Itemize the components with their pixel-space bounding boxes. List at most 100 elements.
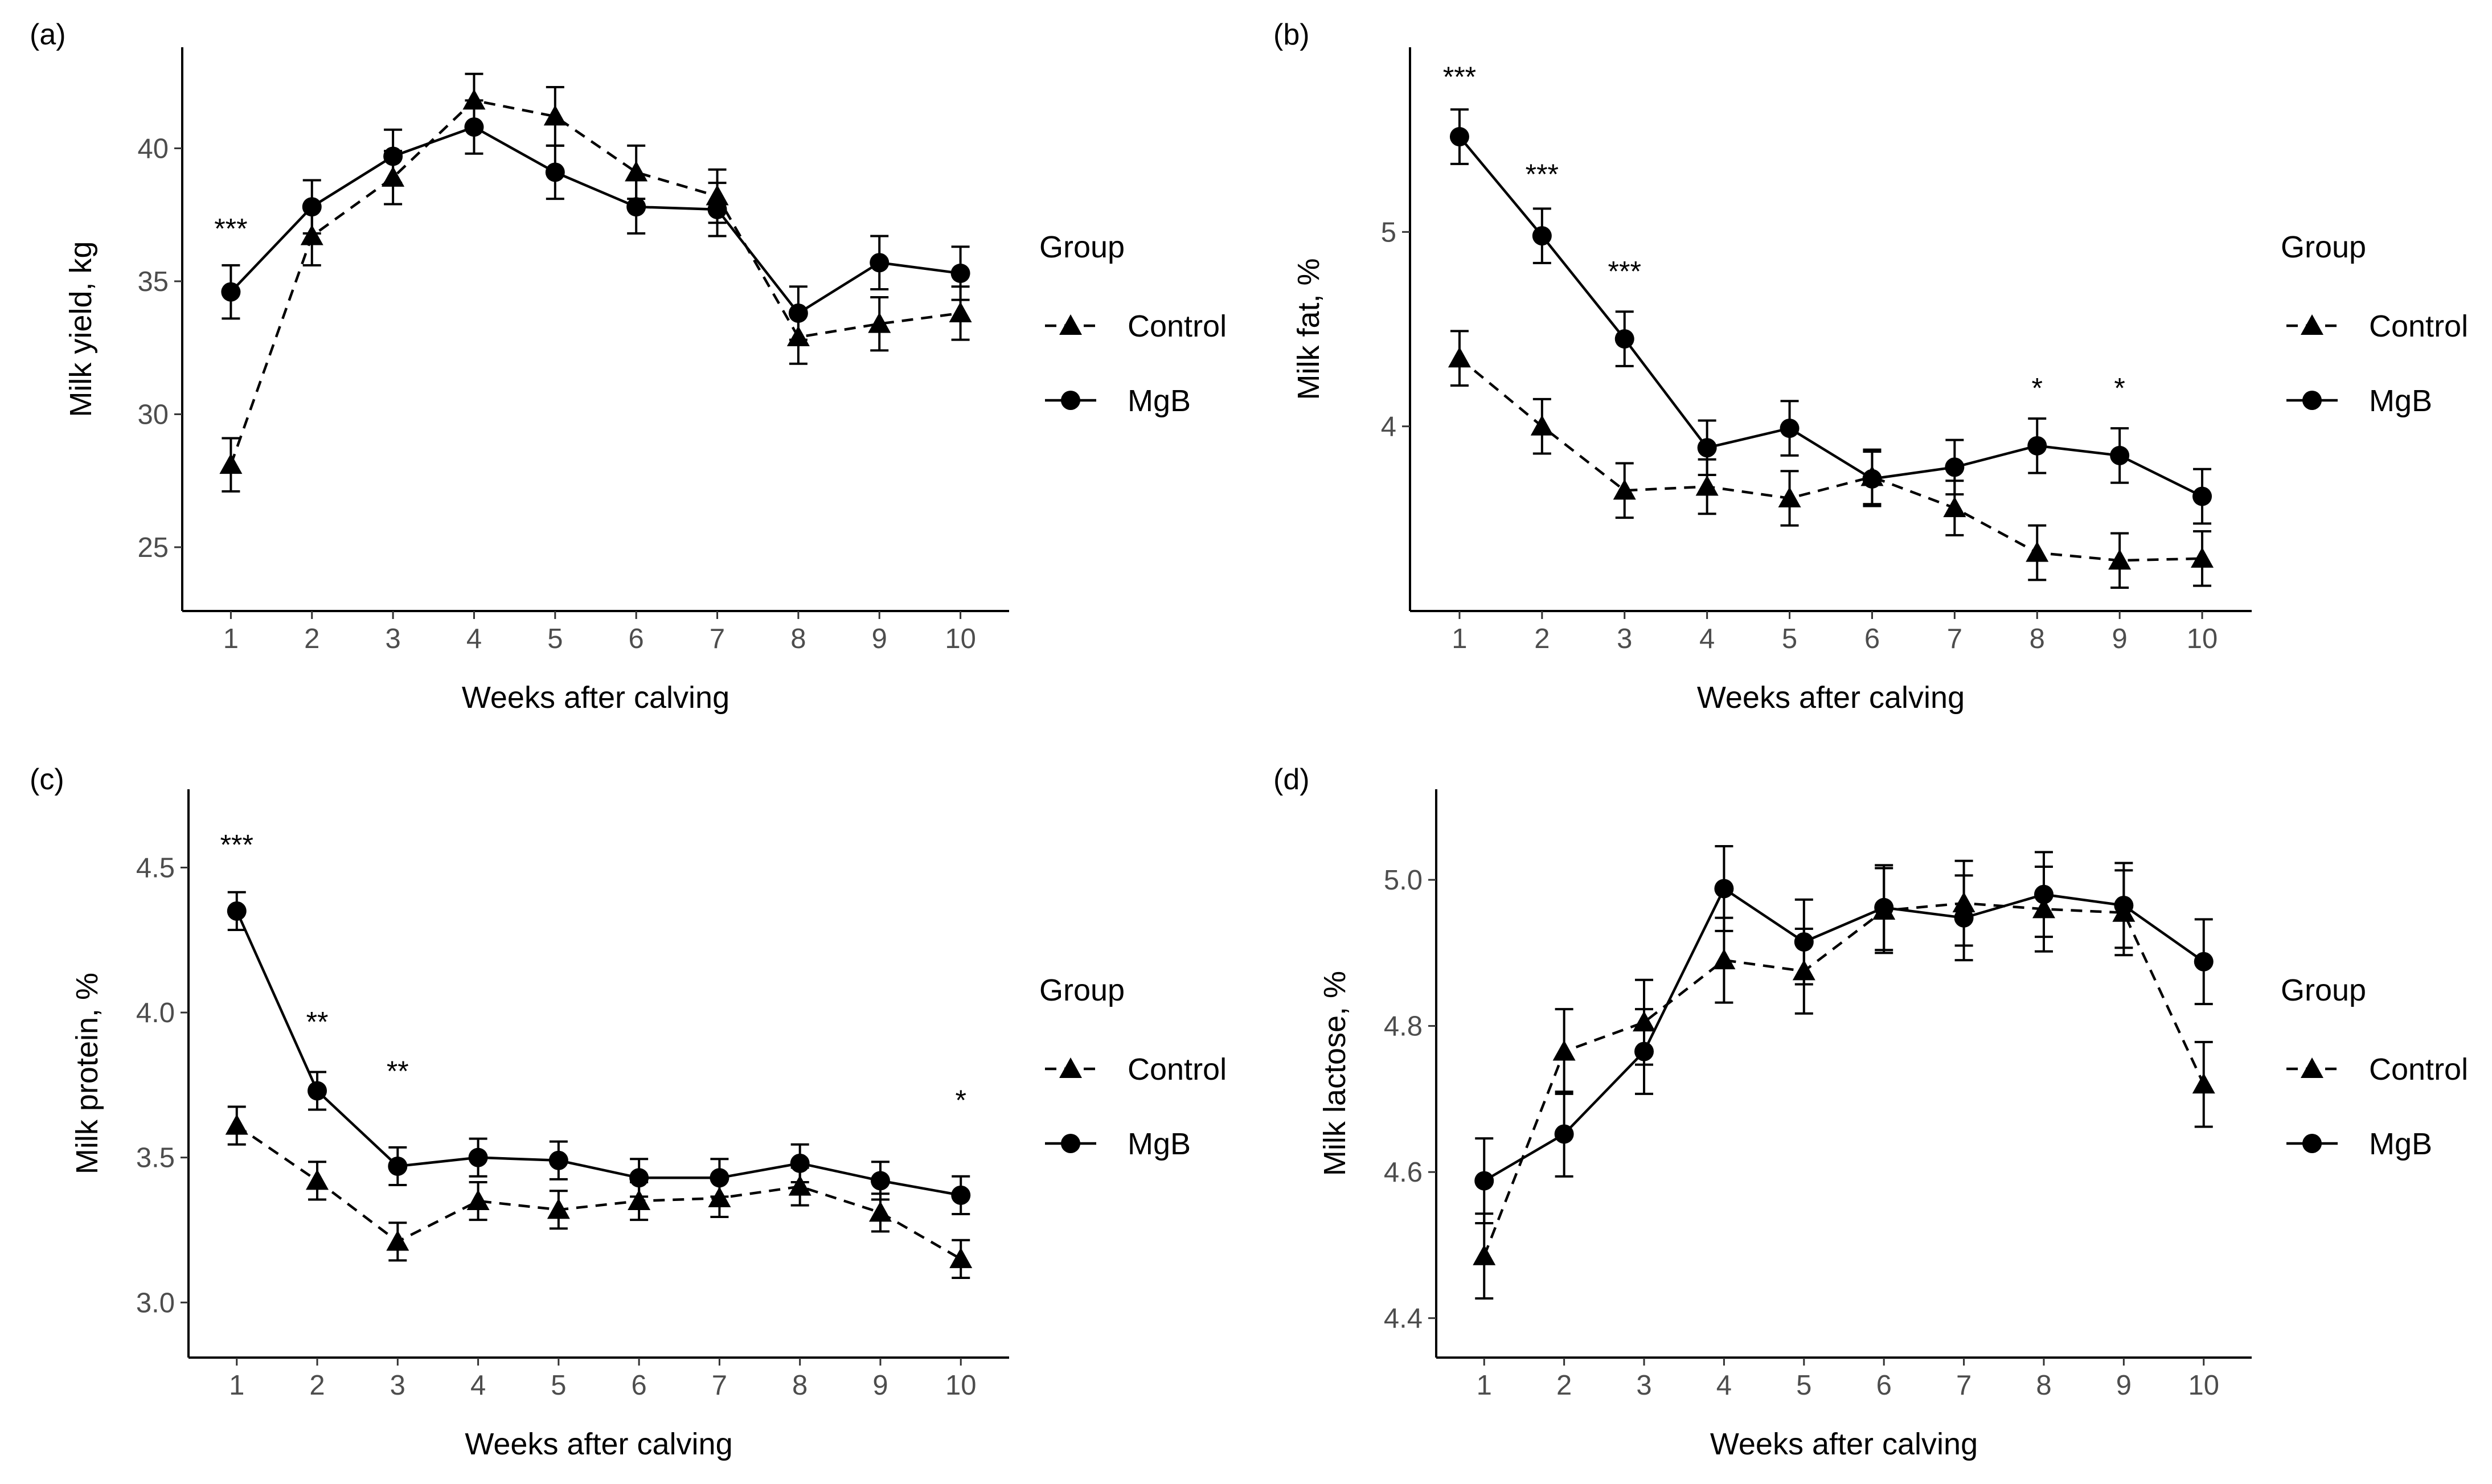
x-tick-label: 2	[304, 624, 319, 654]
significance-label: *	[956, 1084, 966, 1116]
x-tick-label: 7	[712, 1370, 727, 1401]
x-tick-label: 5	[1796, 1370, 1811, 1401]
x-axis-title: Weeks after calving	[1697, 680, 1965, 715]
x-tick-label: 4	[466, 624, 482, 654]
y-tick-label: 4.5	[136, 852, 175, 883]
y-axis-title: Milk lactose, %	[1318, 971, 1352, 1176]
data-point-mgb	[227, 901, 247, 921]
data-point-control	[2108, 549, 2132, 570]
data-point-control	[1473, 1244, 1496, 1265]
data-point-control	[547, 1198, 570, 1219]
data-point-mgb	[308, 1081, 327, 1101]
data-point-control	[543, 105, 567, 126]
data-point-mgb	[2114, 895, 2134, 915]
legend-marker-mgb	[2302, 1134, 2322, 1153]
data-point-control	[2192, 1073, 2215, 1094]
x-tick-label: 7	[1947, 624, 1962, 654]
legend: Group Control MgB	[1039, 230, 1227, 418]
data-point-mgb	[1697, 438, 1717, 458]
x-tick-label: 1	[223, 624, 239, 654]
series-line-mgb	[1458, 136, 2203, 498]
data-point-mgb	[870, 253, 890, 273]
data-point-control	[1552, 1040, 1576, 1061]
x-tick-label: 5	[547, 624, 563, 654]
data-point-mgb	[2027, 436, 2047, 456]
y-tick-label: 25	[137, 532, 169, 563]
data-point-mgb	[1945, 457, 1965, 477]
y-tick-label: 4.0	[136, 998, 175, 1028]
legend-marker-control	[1059, 314, 1082, 335]
panel-c: (c) 1 2 3 4 5 6 7 8 9 10 3.0 3.5 4.0 4.5 Weeks after ca…	[30, 763, 1227, 1461]
data-point-mgb	[1954, 908, 1974, 928]
x-tick-label: 1	[1452, 624, 1467, 654]
panel-a: (a) 1 2 3 4 5 6 7 8 9 10 25 30 35 40 Weeks after calvin…	[30, 18, 1227, 715]
y-tick-label: 4.4	[1384, 1303, 1423, 1334]
x-tick-label: 2	[309, 1370, 325, 1401]
y-tick-label: 3.0	[136, 1288, 175, 1318]
y-axis-title: Milk fat, %	[1292, 258, 1326, 400]
data-point-mgb	[1614, 329, 1634, 349]
y-tick-label: 5.0	[1384, 865, 1423, 896]
legend-label-control: Control	[2369, 309, 2468, 343]
legend-label-mgb: MgB	[2369, 1127, 2432, 1161]
data-point-mgb	[383, 146, 403, 166]
legend-label-mgb: MgB	[1128, 1127, 1191, 1161]
series-line-control	[229, 99, 961, 465]
data-point-control	[1943, 497, 1966, 518]
data-point-control	[1613, 479, 1636, 500]
series-line-control	[236, 1124, 962, 1260]
series-mgb	[227, 891, 971, 1215]
data-point-mgb	[302, 197, 322, 217]
legend: Group Control MgB	[1039, 973, 1227, 1161]
x-tick-label: 1	[229, 1370, 244, 1401]
legend-title: Group	[1039, 973, 1125, 1007]
data-point-control	[949, 1247, 973, 1268]
legend-title: Group	[2281, 230, 2366, 264]
significance-label: ***	[1443, 61, 1476, 93]
series-line-mgb	[229, 125, 961, 315]
legend-label-control: Control	[2369, 1052, 2468, 1087]
y-tick-label: 35	[137, 267, 169, 297]
y-tick-label: 4	[1381, 412, 1396, 442]
significance-label: ***	[1526, 158, 1559, 190]
series-line-control	[1458, 357, 2203, 562]
data-point-mgb	[1532, 226, 1552, 246]
y-tick-label: 30	[137, 399, 169, 430]
significance-label: *	[2032, 372, 2043, 404]
x-tick-label: 7	[710, 624, 725, 654]
x-axis-title: Weeks after calving	[1710, 1427, 1978, 1461]
x-tick-label: 1	[1477, 1370, 1492, 1401]
x-tick-label: 3	[390, 1370, 405, 1401]
data-point-mgb	[548, 1150, 568, 1170]
data-point-mgb	[2192, 486, 2212, 506]
data-point-mgb	[1554, 1124, 1574, 1144]
data-point-control	[1530, 415, 1554, 436]
data-point-control	[300, 224, 323, 245]
significance-label: ***	[1608, 256, 1641, 288]
significance-label: **	[387, 1055, 409, 1087]
x-tick-label: 8	[792, 1370, 808, 1401]
y-tick-label: 4.6	[1384, 1157, 1423, 1188]
y-axis-title: Milk protein, %	[70, 973, 104, 1174]
y-tick-label: 4.8	[1384, 1011, 1423, 1042]
data-point-mgb	[710, 1168, 729, 1188]
data-point-mgb	[1862, 469, 1882, 489]
x-tick-label: 2	[1556, 1370, 1572, 1401]
x-axis-title: Weeks after calving	[462, 680, 729, 715]
data-point-control	[1695, 475, 1719, 496]
panel-label: (b)	[1273, 18, 1310, 51]
series-mgb	[1474, 845, 2214, 1224]
legend-label-mgb: MgB	[1128, 384, 1191, 418]
panel-label: (d)	[1273, 763, 1310, 796]
legend-marker-mgb	[1061, 1134, 1080, 1153]
panel-d: (d) 1 2 3 4 5 6 7 8 9 10 4.4 4.6 4.8 5.0 Weeks after ca…	[1273, 763, 2468, 1461]
data-point-control	[1448, 347, 1471, 368]
data-point-mgb	[221, 282, 241, 302]
x-tick-label: 5	[1782, 624, 1797, 654]
data-point-mgb	[788, 303, 808, 323]
data-point-mgb	[951, 1185, 971, 1205]
significance-label: **	[306, 1006, 329, 1038]
legend-marker-control	[1059, 1057, 1082, 1078]
x-tick-label: 5	[551, 1370, 566, 1401]
